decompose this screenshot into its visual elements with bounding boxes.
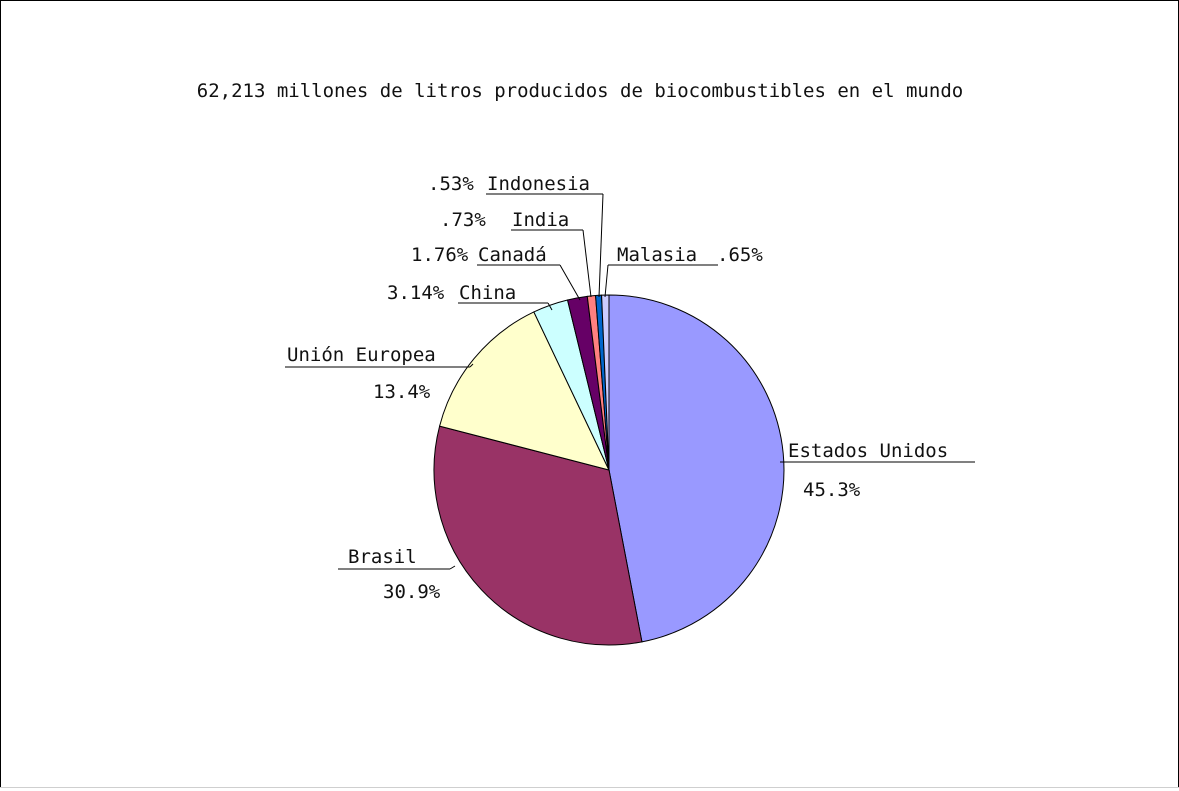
leader-line-canada <box>559 264 581 301</box>
pie-slices <box>433 294 785 646</box>
slice-percent-china: 3.14% <box>387 282 445 304</box>
leader-line-union-europea <box>469 363 474 368</box>
leader-line-china <box>547 302 553 311</box>
slice-percent-malasia: .65% <box>717 244 763 266</box>
leader-line-indonesia <box>598 193 604 298</box>
leader-lines <box>285 193 975 570</box>
slice-labels: Estados Unidos 45.3% Brasil 30.9% Unión Euro… <box>287 173 948 603</box>
slice-label-india: India <box>512 209 569 231</box>
slice-label-brasil: Brasil <box>348 546 417 568</box>
pie-slice-estados-unidos <box>608 294 785 643</box>
slice-percent-estados-unidos: 45.3% <box>803 479 861 501</box>
slice-label-indonesia: Indonesia <box>487 173 590 195</box>
slice-percent-brasil: 30.9% <box>383 581 441 603</box>
pie-slice-brasil <box>433 425 643 646</box>
slice-percent-indonesia: .53% <box>428 173 474 195</box>
leader-line-india <box>582 229 592 298</box>
slice-label-estados-unidos: Estados Unidos <box>788 440 948 462</box>
chart-frame-bottom <box>0 787 1179 791</box>
pie-slice-union-europea <box>438 311 610 471</box>
slice-label-china: China <box>459 282 516 304</box>
slice-percent-union-europea: 13.4% <box>373 381 431 403</box>
slice-label-canada: Canadá <box>478 244 547 266</box>
slice-percent-india: .73% <box>440 209 486 231</box>
leader-line-malasia <box>604 264 609 298</box>
slice-label-union-europea: Unión Europea <box>287 344 436 366</box>
leader-line-brasil <box>449 565 456 570</box>
slice-label-malasia: Malasia <box>617 244 697 266</box>
slice-percent-canada: 1.76% <box>411 244 469 266</box>
chart-title: 62,213 millones de litros producidos de … <box>197 80 963 102</box>
